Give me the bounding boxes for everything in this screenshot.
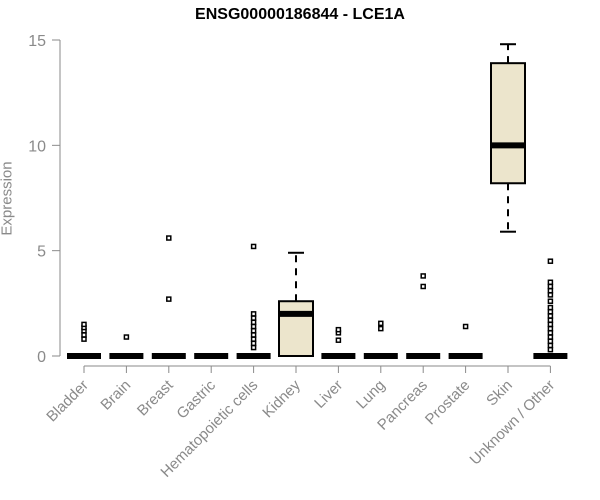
outlier-point [378,320,384,327]
y-tick-label: 5 [37,244,46,261]
outlier-point [378,325,384,332]
outlier-point [81,321,87,328]
x-tick-label: Lung [353,377,389,413]
outlier-point [250,315,257,321]
outlier-point [547,338,554,345]
outlier-point [335,326,342,333]
x-tick-label: Liver [311,377,346,412]
outlier-point [547,321,554,328]
outlier-point [420,283,426,290]
outlier-point [81,332,87,338]
outlier-point [547,304,554,311]
x-tick-label: Breast [134,376,177,419]
x-tick-label: Bladder [43,377,92,426]
outlier-point [547,346,554,353]
outlier-point [250,243,257,250]
x-tick-label: Skin [483,377,516,410]
y-tick-label: 0 [37,349,46,366]
outlier-point [250,336,257,342]
outlier-point [547,283,554,290]
outlier-point [547,309,554,315]
outlier-point [250,311,257,317]
y-tick-label: 10 [28,138,46,155]
outlier-point [547,287,554,294]
box-iqr [490,62,526,185]
box-iqr [278,300,314,357]
x-tick-label: Brain [97,377,134,414]
outlier-point [547,330,554,336]
outlier-point [462,323,469,330]
outlier-point [547,258,554,264]
outlier-point [547,317,554,323]
outlier-point [420,273,426,279]
outlier-point [250,332,257,338]
outlier-point [547,334,554,340]
outlier-point [547,313,554,319]
x-tick-label: Prostate [422,377,474,429]
x-tick-label: Kidney [259,376,304,421]
outlier-point [250,340,257,347]
y-tick-label: 15 [28,33,46,50]
outlier-point [547,292,554,298]
outlier-point [250,323,257,330]
outlier-point [547,279,554,286]
chart-title: ENSG00000186844 - LCE1A [195,6,405,23]
outlier-point [547,298,554,304]
outlier-point [250,344,257,351]
outlier-point [547,325,554,332]
outlier-point [250,319,257,326]
outlier-point [547,342,554,349]
outlier-point [166,296,172,302]
outlier-point [250,327,257,334]
outlier-point [123,334,130,340]
outlier-point [335,337,342,343]
outlier-point [166,235,172,241]
outlier-point [81,336,87,342]
